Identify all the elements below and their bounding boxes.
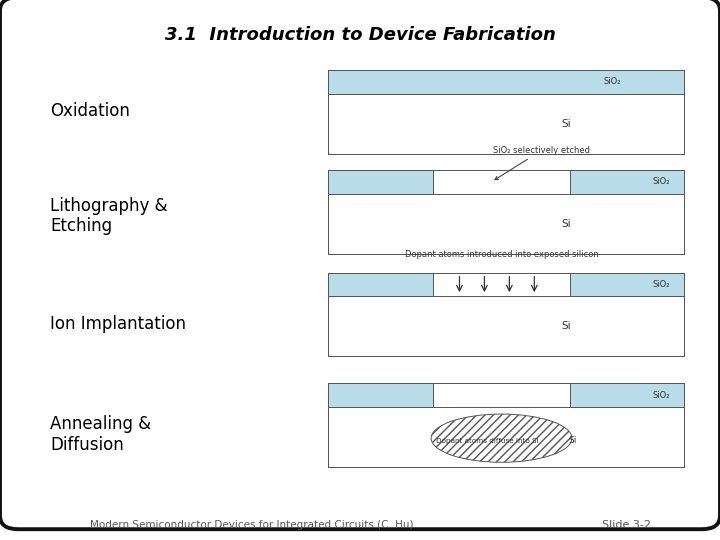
Text: Ion Implantation: Ion Implantation — [50, 315, 186, 333]
Bar — [328, 273, 433, 296]
Bar — [328, 170, 433, 193]
Bar — [328, 93, 684, 154]
Bar — [328, 407, 684, 467]
Text: Slide 3-2: Slide 3-2 — [602, 520, 651, 530]
Text: Si: Si — [562, 321, 571, 331]
Text: Annealing &
Diffusion: Annealing & Diffusion — [50, 415, 151, 454]
Text: SiO₂: SiO₂ — [652, 280, 670, 289]
Bar — [328, 70, 684, 154]
Text: Si: Si — [562, 432, 571, 442]
Text: SiO₂: SiO₂ — [652, 390, 670, 400]
Text: Dopant atoms introduced into exposed silicon: Dopant atoms introduced into exposed sil… — [405, 249, 599, 259]
Text: Dopant atoms diffuse into Si: Dopant atoms diffuse into Si — [436, 437, 539, 443]
Bar — [570, 170, 684, 193]
Bar — [570, 273, 684, 296]
Bar — [570, 383, 684, 407]
Bar — [328, 70, 684, 93]
Text: Si: Si — [562, 219, 571, 228]
FancyBboxPatch shape — [0, 0, 720, 529]
Text: Oxidation: Oxidation — [50, 102, 130, 120]
Bar — [328, 383, 684, 467]
Text: Si: Si — [562, 119, 571, 129]
Bar — [328, 383, 433, 407]
Text: 3.1  Introduction to Device Fabrication: 3.1 Introduction to Device Fabrication — [165, 26, 555, 44]
Bar — [328, 296, 684, 356]
Text: Lithography &
Etching: Lithography & Etching — [50, 197, 168, 235]
Text: Modern Semiconductor Devices for Integrated Circuits (C. Hu): Modern Semiconductor Devices for Integra… — [90, 520, 414, 530]
Bar — [328, 273, 684, 356]
Ellipse shape — [431, 414, 572, 462]
Text: SiO₂: SiO₂ — [604, 77, 621, 86]
Text: Si: Si — [569, 436, 577, 445]
Text: SiO₂ selectively etched: SiO₂ selectively etched — [493, 146, 590, 180]
Bar — [328, 170, 684, 254]
Text: SiO₂: SiO₂ — [652, 177, 670, 186]
Bar — [328, 383, 684, 467]
Bar — [328, 193, 684, 254]
